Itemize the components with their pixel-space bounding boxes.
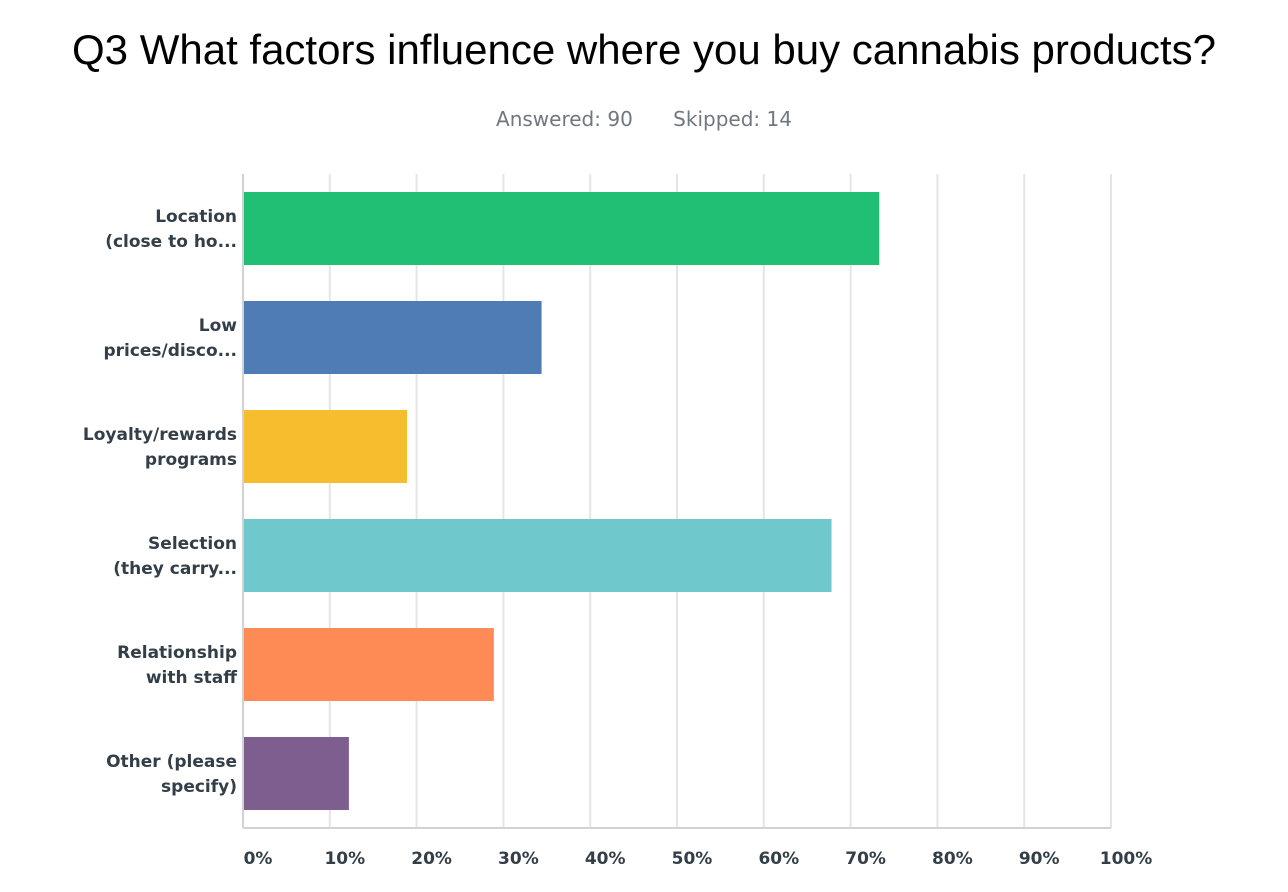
x-tick-label: 10%: [324, 849, 365, 869]
bar: [244, 737, 349, 810]
x-tick-label: 80%: [932, 849, 973, 869]
category-label: Relationship: [117, 643, 237, 663]
x-tick-label: 30%: [498, 849, 539, 869]
chart-title: Q3 What factors influence where you buy …: [72, 26, 1216, 73]
bar: [244, 301, 542, 374]
x-tick-label: 70%: [845, 849, 886, 869]
category-label: prices/disco...: [103, 341, 237, 361]
category-label: (they carry...: [113, 559, 237, 579]
category-label: (close to ho...: [105, 232, 237, 252]
bar: [244, 628, 494, 701]
skipped-count: Skipped: 14: [673, 107, 792, 131]
category-label: Selection: [148, 534, 237, 554]
bar: [244, 519, 832, 592]
answered-count: Answered: 90: [496, 107, 633, 131]
category-label: with staff: [146, 668, 237, 688]
category-label: specify): [161, 777, 237, 797]
x-tick-label: 90%: [1019, 849, 1060, 869]
category-label: Loyalty/rewards: [83, 425, 237, 445]
category-label: programs: [145, 450, 237, 470]
x-tick-label: 0%: [244, 849, 273, 869]
category-label: Location: [155, 207, 237, 227]
x-tick-label: 50%: [672, 849, 713, 869]
response-stats: Answered: 90 Skipped: 14: [0, 107, 1288, 131]
bar: [244, 410, 408, 483]
x-tick-label: 40%: [585, 849, 626, 869]
x-tick-label: 100%: [1100, 849, 1153, 869]
x-tick-label: 20%: [411, 849, 452, 869]
category-label: Low: [199, 316, 238, 336]
category-label: Other (please: [106, 752, 237, 772]
x-tick-label: 60%: [758, 849, 799, 869]
bar: [244, 192, 880, 265]
